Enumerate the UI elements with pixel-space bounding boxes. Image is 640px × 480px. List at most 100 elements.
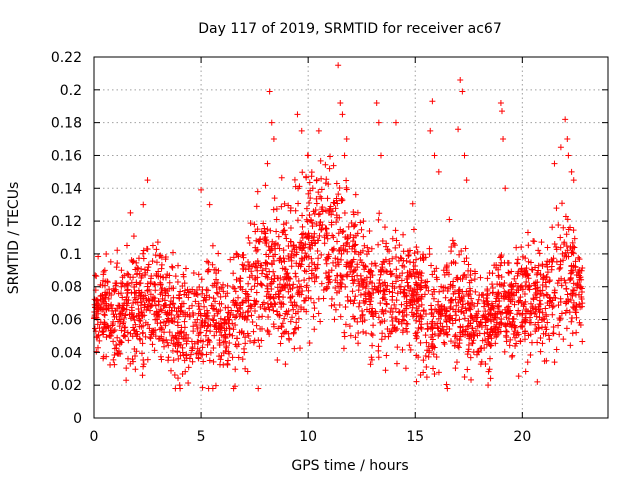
data-point [513, 286, 520, 293]
data-point [113, 345, 120, 352]
data-point [456, 286, 463, 293]
data-point [140, 322, 147, 329]
data-point [339, 197, 346, 204]
data-point [358, 226, 365, 233]
data-point [422, 332, 429, 339]
data-point [189, 286, 196, 293]
data-point [364, 244, 371, 251]
data-point [563, 231, 570, 238]
data-point [407, 259, 414, 266]
data-point [146, 297, 153, 304]
data-point [322, 207, 329, 214]
data-point [305, 152, 312, 159]
data-point [305, 190, 312, 197]
data-point [380, 288, 387, 295]
data-point [194, 325, 201, 332]
data-point [413, 313, 420, 320]
data-point [514, 260, 521, 267]
data-point [280, 247, 287, 254]
data-point [452, 317, 459, 324]
data-point [372, 262, 379, 269]
data-point [226, 340, 233, 347]
data-point [359, 284, 366, 291]
data-point [124, 270, 131, 277]
data-point [102, 295, 109, 302]
data-point [363, 274, 370, 281]
data-point [339, 228, 346, 235]
data-point [167, 298, 174, 305]
data-point [127, 209, 134, 216]
data-point [211, 266, 218, 273]
data-point [503, 332, 510, 339]
data-point [546, 278, 553, 285]
data-point [313, 265, 320, 272]
data-point [202, 332, 209, 339]
data-point [412, 279, 419, 286]
data-point [446, 216, 453, 223]
data-point [472, 327, 479, 334]
data-point [387, 268, 394, 275]
data-point [122, 311, 129, 318]
data-point [571, 235, 578, 242]
data-point [351, 267, 358, 274]
data-point [492, 327, 499, 334]
data-point [130, 233, 137, 240]
data-point [447, 303, 454, 310]
data-point [237, 283, 244, 290]
data-point [402, 365, 409, 372]
data-point [203, 351, 210, 358]
data-point [377, 266, 384, 273]
data-point [378, 267, 385, 274]
data-point [524, 270, 531, 277]
data-point [408, 291, 415, 298]
data-point [379, 295, 386, 302]
data-point [96, 337, 103, 344]
data-point [473, 351, 480, 358]
data-point [206, 201, 213, 208]
data-point [195, 271, 202, 278]
data-point [521, 336, 528, 343]
data-point [501, 259, 508, 266]
data-point [197, 312, 204, 319]
data-point [139, 330, 146, 337]
data-point [417, 372, 424, 379]
data-point [443, 381, 450, 388]
data-point [281, 258, 288, 265]
data-point [308, 169, 315, 176]
data-point [381, 291, 388, 298]
data-point [199, 290, 206, 297]
data-point [147, 335, 154, 342]
data-point [171, 341, 178, 348]
data-point [280, 330, 287, 337]
data-point [404, 320, 411, 327]
data-point [156, 335, 163, 342]
data-point [555, 302, 562, 309]
data-point [233, 343, 240, 350]
data-point [405, 252, 412, 259]
data-point [439, 323, 446, 330]
data-point [246, 262, 253, 269]
data-point [155, 301, 162, 308]
data-point [294, 217, 301, 224]
data-point [190, 323, 197, 330]
data-point [351, 276, 358, 283]
data-point [363, 280, 370, 287]
data-point [317, 157, 324, 164]
data-point [410, 266, 417, 273]
data-point [295, 278, 302, 285]
data-point [398, 320, 405, 327]
data-point [550, 330, 557, 337]
data-point [254, 188, 261, 195]
data-point [165, 354, 172, 361]
data-point [569, 287, 576, 294]
data-point [418, 270, 425, 277]
data-point [321, 234, 328, 241]
plot-frame [93, 56, 609, 419]
data-point [579, 338, 586, 345]
data-point [546, 294, 553, 301]
data-point [527, 310, 534, 317]
data-point [498, 253, 505, 260]
data-point [274, 311, 281, 318]
data-point [264, 274, 271, 281]
